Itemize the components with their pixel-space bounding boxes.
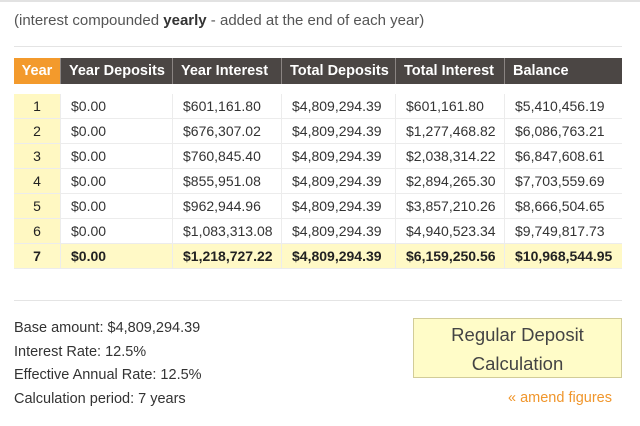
schedule-table: Year Year Deposits Year Interest Total D… [14, 58, 622, 269]
summary-effective-rate: Effective Annual Rate: 12.5% [14, 367, 202, 383]
cell-balance: $8,666,504.65 [504, 194, 622, 219]
cell-balance: $7,703,559.69 [504, 169, 622, 194]
final-year-row: 7 $0.00 $1,218,727.22 $4,809,294.39 $6,1… [14, 244, 622, 269]
divider-top [14, 46, 622, 47]
cell-year-deposits: $0.00 [60, 219, 172, 244]
cell-total-interest: $1,277,468.82 [395, 119, 504, 144]
note-suffix: - added at the end of each year) [206, 12, 425, 29]
cell-total-deposits: $4,809,294.39 [281, 219, 395, 244]
header-year-deposits: Year Deposits [60, 58, 172, 84]
note-emphasis: yearly [163, 12, 207, 29]
table-row: 3 $0.00 $760,845.40 $4,809,294.39 $2,038… [14, 144, 622, 169]
summary-interest-rate: Interest Rate: 12.5% [14, 343, 147, 360]
cell-total-deposits: $4,809,294.39 [281, 244, 395, 269]
cell-total-interest: $6,159,250.56 [395, 244, 504, 269]
cell-year-interest: $1,218,727.22 [172, 244, 281, 269]
calculation-summary: Base amount: $4,809,294.39 Interest Rate… [14, 320, 202, 414]
header-year-interest: Year Interest [172, 58, 281, 84]
header-spacer [14, 84, 622, 94]
cell-balance: $6,086,763.21 [504, 119, 622, 144]
cell-total-deposits: $4,809,294.39 [281, 194, 395, 219]
summary-period: Calculation period: 7 years [14, 390, 186, 407]
button-line-2: Calculation [471, 353, 564, 374]
table-row: 1 $0.00 $601,161.80 $4,809,294.39 $601,1… [14, 94, 622, 119]
cell-total-interest: $3,857,210.26 [395, 194, 504, 219]
button-line-1: Regular Deposit [451, 324, 584, 345]
table-header-row: Year Year Deposits Year Interest Total D… [14, 58, 622, 84]
compounding-note: (interest compounded yearly - added at t… [14, 12, 424, 29]
cell-year-interest: $962,944.96 [172, 194, 281, 219]
cell-total-deposits: $4,809,294.39 [281, 144, 395, 169]
summary-base-amount: Base amount: $4,809,294.39 [14, 320, 201, 336]
cell-year: 3 [14, 144, 60, 169]
cell-year-deposits: $0.00 [60, 94, 172, 119]
cell-year-deposits: $0.00 [60, 194, 172, 219]
cell-balance: $6,847,608.61 [504, 144, 622, 169]
top-border [0, 0, 640, 2]
cell-year-interest: $1,083,313.08 [172, 219, 281, 244]
amend-figures-link[interactable]: « amend figures [508, 390, 612, 406]
table-row: 4 $0.00 $855,951.08 $4,809,294.39 $2,894… [14, 169, 622, 194]
cell-year-deposits: $0.00 [60, 144, 172, 169]
header-balance: Balance [504, 58, 622, 84]
header-year: Year [14, 58, 60, 84]
table-row: 5 $0.00 $962,944.96 $4,809,294.39 $3,857… [14, 194, 622, 219]
cell-balance: $5,410,456.19 [504, 94, 622, 119]
cell-year: 1 [14, 94, 60, 119]
cell-year-interest: $760,845.40 [172, 144, 281, 169]
cell-total-interest: $2,894,265.30 [395, 169, 504, 194]
header-total-deposits: Total Deposits [281, 58, 395, 84]
cell-total-deposits: $4,809,294.39 [281, 94, 395, 119]
cell-balance: $10,968,544.95 [504, 244, 622, 269]
cell-year: 2 [14, 119, 60, 144]
cell-year-deposits: $0.00 [60, 119, 172, 144]
note-prefix: (interest compounded [14, 12, 164, 29]
table-row: 2 $0.00 $676,307.02 $4,809,294.39 $1,277… [14, 119, 622, 144]
cell-year-interest: $855,951.08 [172, 169, 281, 194]
cell-balance: $9,749,817.73 [504, 219, 622, 244]
cell-year-interest: $601,161.80 [172, 94, 281, 119]
regular-deposit-calculation-button[interactable]: Regular Deposit Calculation [413, 318, 622, 378]
cell-total-deposits: $4,809,294.39 [281, 119, 395, 144]
cell-total-interest: $601,161.80 [395, 94, 504, 119]
cell-year-interest: $676,307.02 [172, 119, 281, 144]
divider-bottom [14, 300, 622, 301]
cell-total-deposits: $4,809,294.39 [281, 169, 395, 194]
cell-year-deposits: $0.00 [60, 169, 172, 194]
cell-year: 4 [14, 169, 60, 194]
cell-year-deposits: $0.00 [60, 244, 172, 269]
cell-year: 7 [14, 244, 60, 269]
cell-year: 6 [14, 219, 60, 244]
cell-total-interest: $2,038,314.22 [395, 144, 504, 169]
cell-year: 5 [14, 194, 60, 219]
table-row: 6 $0.00 $1,083,313.08 $4,809,294.39 $4,9… [14, 219, 622, 244]
cell-total-interest: $4,940,523.34 [395, 219, 504, 244]
header-total-interest: Total Interest [395, 58, 504, 84]
